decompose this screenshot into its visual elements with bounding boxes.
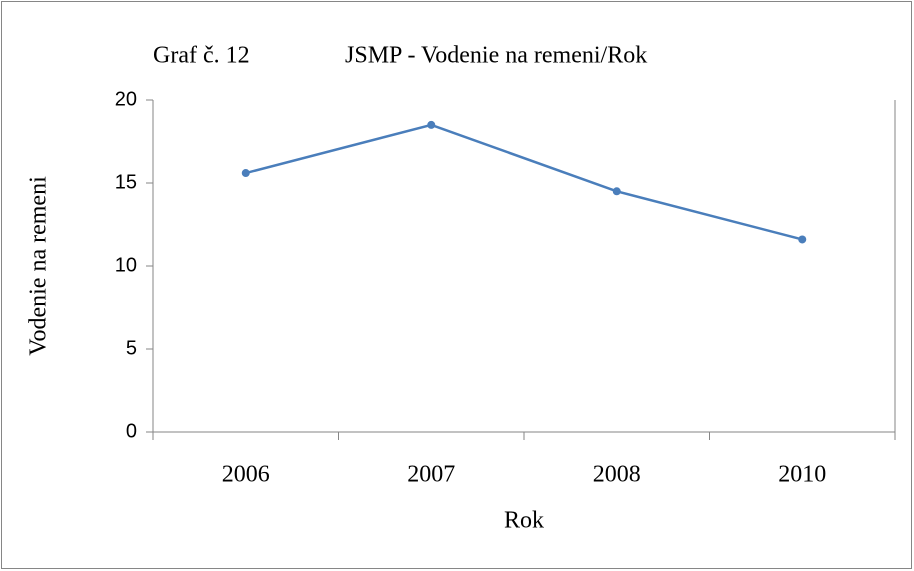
data-point <box>798 235 807 244</box>
line-series <box>245 123 803 241</box>
data-point <box>427 120 436 129</box>
y-tick-label: 15 <box>115 171 137 193</box>
y-tick-label: 20 <box>115 88 137 110</box>
y-tick-label: 5 <box>126 337 137 359</box>
y-tick-label: 10 <box>115 254 137 276</box>
y-tick-label: 0 <box>126 420 137 442</box>
chart-title: Graf č. 12 <box>153 43 250 69</box>
y-axis-label: Vodenie na remeni <box>26 176 52 356</box>
chart-title: JSMP - Vodenie na remeni/Rok <box>345 43 647 69</box>
x-tick-label: 2008 <box>593 462 641 488</box>
x-tick-label: 2006 <box>222 462 270 488</box>
x-tick-label: 2010 <box>778 462 826 488</box>
data-point <box>612 187 621 196</box>
x-tick-label: 2007 <box>407 462 455 488</box>
x-axis-label: Rok <box>504 508 544 534</box>
data-point <box>241 169 250 178</box>
